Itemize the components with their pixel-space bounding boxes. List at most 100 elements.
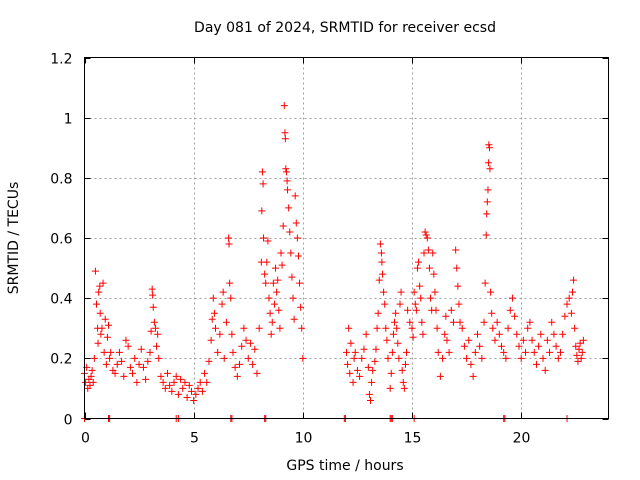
data-point <box>296 279 304 287</box>
data-point <box>89 378 97 386</box>
data-point <box>422 231 430 239</box>
data-point <box>227 294 235 302</box>
data-point <box>170 378 178 386</box>
data-point <box>561 312 569 320</box>
data-point <box>368 378 376 386</box>
data-point <box>420 249 428 257</box>
data-point <box>491 336 499 344</box>
data-point <box>515 342 523 350</box>
data-point <box>187 387 195 395</box>
data-point <box>148 285 156 293</box>
data-point <box>412 306 420 314</box>
data-point <box>218 300 226 308</box>
data-point <box>273 288 281 296</box>
data-point <box>483 210 491 218</box>
data-point <box>272 264 280 272</box>
data-point <box>236 360 244 368</box>
data-point <box>174 390 182 398</box>
data-point <box>297 303 305 311</box>
data-point <box>185 381 193 389</box>
y-tick-label: 0.8 <box>50 172 72 188</box>
data-point <box>220 354 228 362</box>
data-point <box>395 354 403 362</box>
data-point <box>443 336 451 344</box>
data-point <box>374 309 382 317</box>
data-point <box>500 348 508 356</box>
x-tick-label: 15 <box>404 431 422 447</box>
data-point <box>365 390 373 398</box>
data-point <box>294 252 302 260</box>
data-point <box>283 177 291 185</box>
data-point <box>378 258 386 266</box>
data-point <box>229 348 237 356</box>
data-point <box>579 336 587 344</box>
data-point <box>268 318 276 326</box>
data-point <box>129 369 137 377</box>
data-point <box>415 258 423 266</box>
data-point <box>522 348 530 356</box>
data-point <box>292 219 300 227</box>
data-point <box>192 390 200 398</box>
data-point <box>259 180 267 188</box>
data-point <box>486 165 494 173</box>
data-point <box>149 303 157 311</box>
data-point <box>392 309 400 317</box>
data-point <box>539 354 547 362</box>
data-point <box>452 246 460 254</box>
data-point <box>207 336 215 344</box>
data-point <box>298 324 306 332</box>
data-point <box>280 102 288 110</box>
data-point <box>163 369 171 377</box>
data-point <box>486 144 494 152</box>
data-point <box>264 237 272 245</box>
data-point <box>344 360 352 368</box>
data-point <box>433 324 441 332</box>
data-point <box>225 234 233 242</box>
x-tick-label: 0 <box>81 431 90 447</box>
data-point <box>149 291 157 299</box>
data-point <box>419 330 427 338</box>
y-tick-label: 0.2 <box>50 352 72 368</box>
data-point <box>179 384 187 392</box>
data-point <box>244 354 252 362</box>
data-point <box>288 273 296 281</box>
data-point <box>106 354 114 362</box>
data-point <box>118 357 126 365</box>
data-point <box>166 381 174 389</box>
data-point <box>142 375 150 383</box>
data-point <box>346 369 354 377</box>
x-tick-labels: 0 5 10 15 20 <box>81 431 530 447</box>
data-point <box>113 360 121 368</box>
data-point <box>559 330 567 338</box>
data-point <box>519 336 527 344</box>
data-point <box>226 279 234 287</box>
data-point <box>474 330 481 338</box>
data-point <box>347 339 355 347</box>
data-point <box>198 387 206 395</box>
data-point <box>266 309 274 317</box>
data-point <box>411 300 419 308</box>
data-point <box>393 324 401 332</box>
y-tick-label: 0 <box>64 413 73 429</box>
data-point <box>429 249 437 257</box>
data-point <box>277 249 285 257</box>
data-point <box>434 348 442 356</box>
data-point <box>432 306 440 314</box>
data-point <box>537 330 545 338</box>
data-point <box>133 378 141 386</box>
data-point <box>391 318 399 326</box>
data-point <box>469 372 477 380</box>
data-point <box>387 369 395 377</box>
data-point <box>442 312 450 320</box>
x-tick-label: 10 <box>295 431 313 447</box>
data-point <box>413 264 421 272</box>
data-point <box>96 309 104 317</box>
data-point <box>575 345 583 353</box>
data-point <box>386 384 394 392</box>
data-point <box>480 318 488 326</box>
data-point <box>495 330 503 338</box>
data-point <box>144 357 152 365</box>
data-point <box>404 306 412 314</box>
data-point <box>255 324 263 332</box>
